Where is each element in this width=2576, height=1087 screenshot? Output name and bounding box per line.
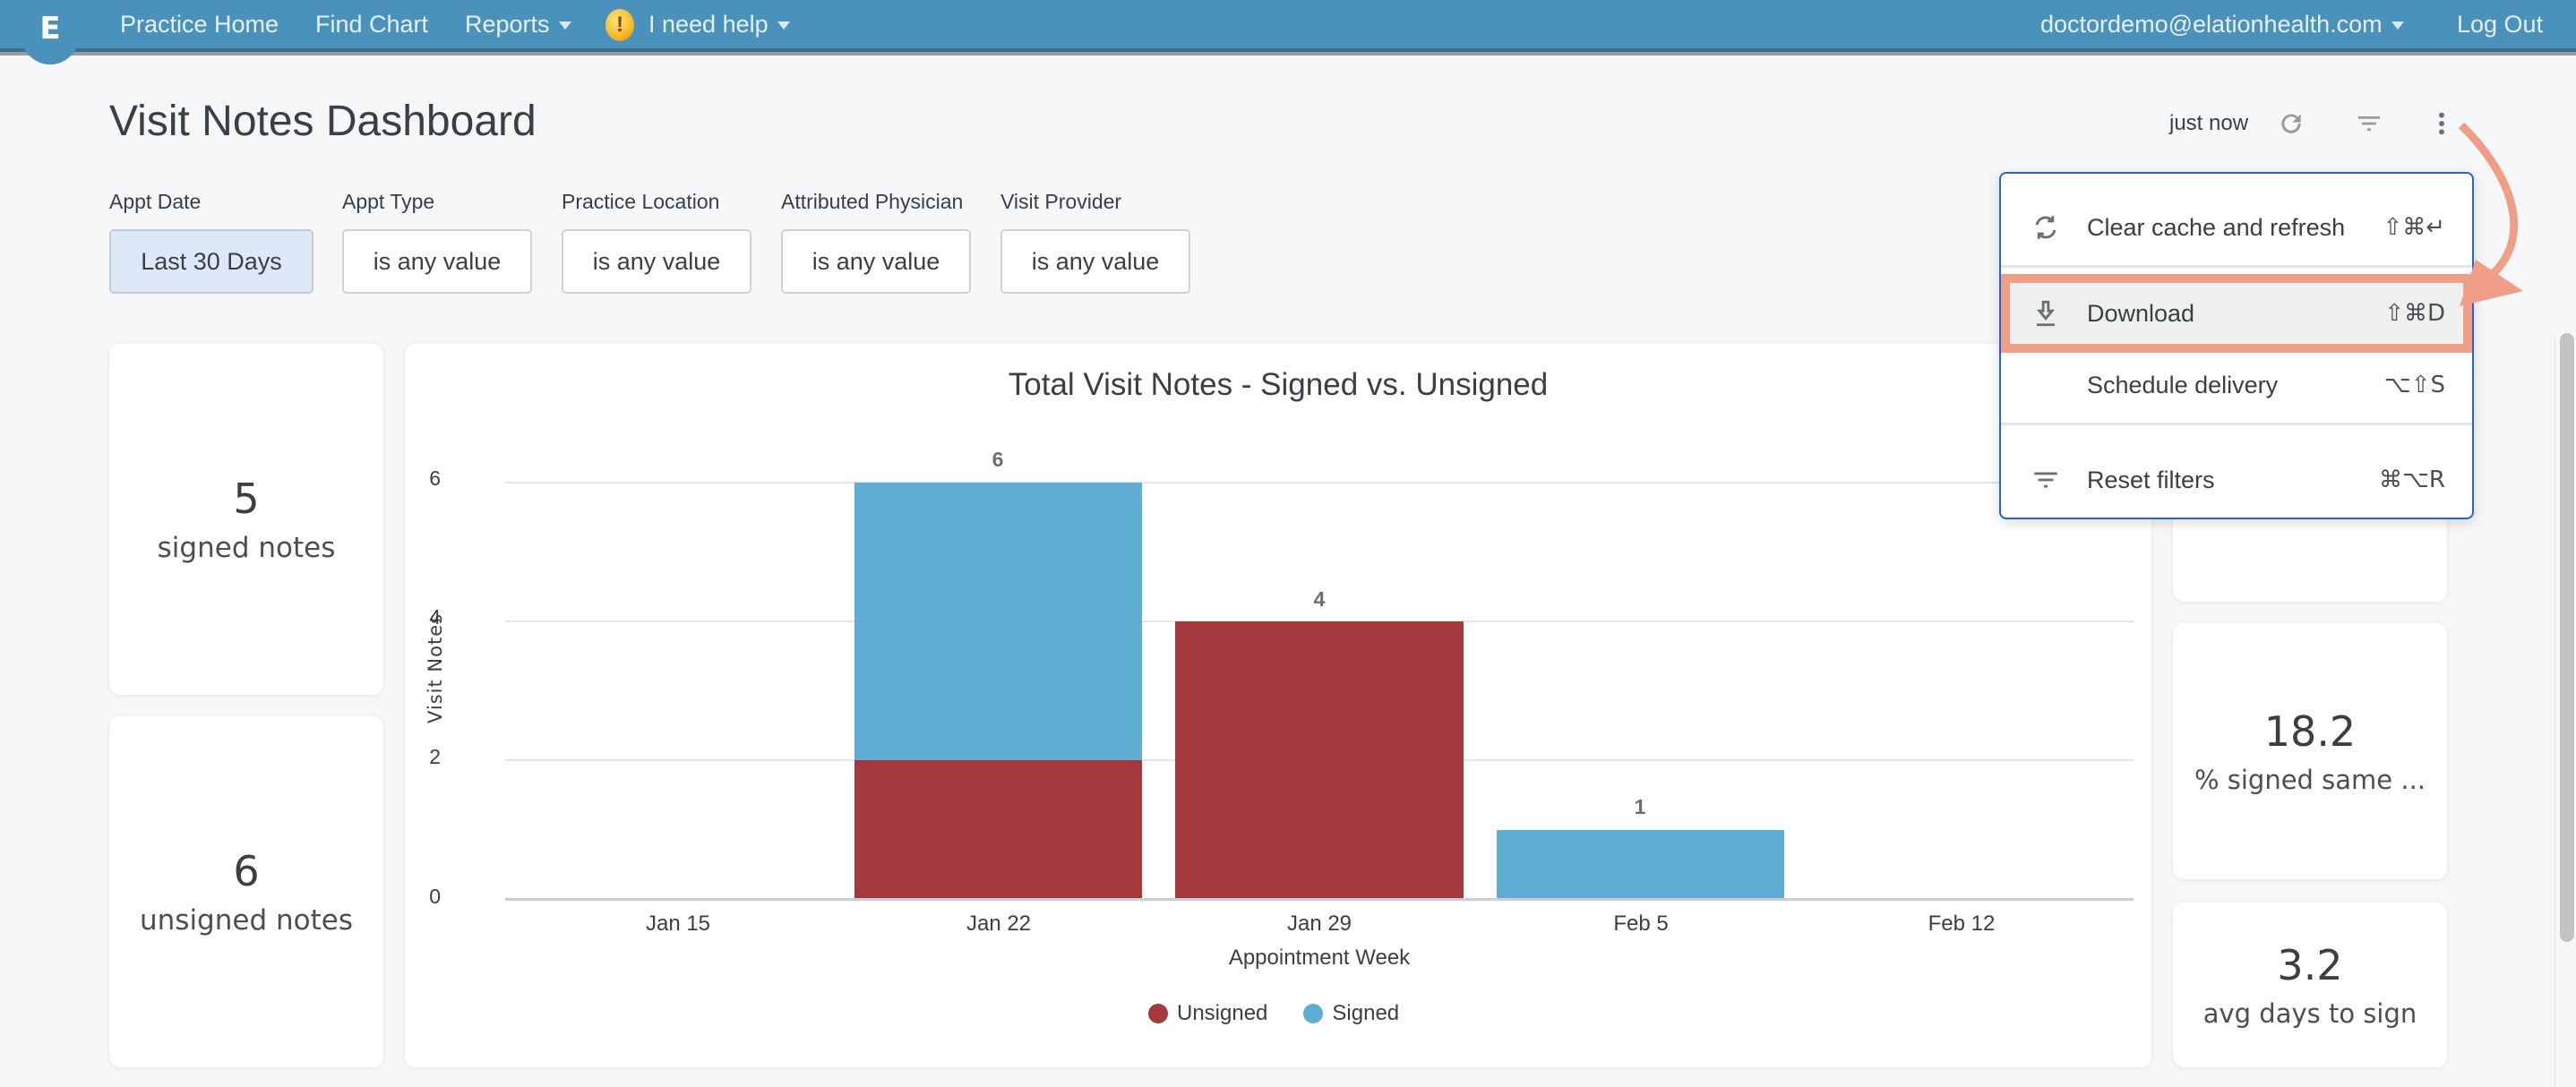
- scrollbar-thumb[interactable]: [2560, 333, 2574, 942]
- legend-label: Signed: [1332, 1001, 1400, 1025]
- annotation-arrow-icon: [2458, 122, 2523, 306]
- x-tick-label: Feb 12: [1928, 912, 1996, 936]
- kpi-label: % signed same ...: [2194, 765, 2426, 795]
- kpi-value: 5: [233, 475, 260, 523]
- nav-help-dropdown[interactable]: I need help: [648, 11, 790, 39]
- visit-provider-filter-button[interactable]: is any value: [1000, 229, 1190, 294]
- y-tick-label: 4: [429, 605, 441, 629]
- bar-total-label: 4: [1313, 587, 1326, 611]
- kpi-card-pct-signed-same-day: 18.2 % signed same ...: [2173, 623, 2447, 879]
- nav-divider: [0, 52, 2576, 56]
- menu-item-label: Reset filters: [2087, 466, 2215, 493]
- menu-divider: [2001, 265, 2472, 268]
- filter-label: Appt Type: [342, 190, 435, 213]
- user-menu-dropdown[interactable]: doctordemo@elationhealth.com: [2040, 11, 2404, 39]
- filter-practice-location: Practice Location is any value: [562, 190, 751, 294]
- refresh-icon[interactable]: [2275, 107, 2307, 140]
- nav-practice-home[interactable]: Practice Home: [120, 11, 279, 38]
- filter-icon[interactable]: [2353, 107, 2385, 140]
- alert-icon: !: [605, 9, 634, 41]
- x-tick-label: Jan 22: [966, 912, 1032, 936]
- filter-appt-type: Appt Type is any value: [342, 190, 532, 294]
- x-tick-label: Feb 5: [1613, 912, 1669, 936]
- chevron-down-icon: [2391, 21, 2404, 30]
- filter-label: Practice Location: [562, 190, 720, 213]
- top-nav-bar: [0, 0, 2576, 52]
- y-axis-title: Visit Notes: [425, 612, 446, 723]
- kpi-card-signed-notes: 5 signed notes: [109, 344, 383, 695]
- practice-location-filter-button[interactable]: is any value: [562, 229, 751, 294]
- menu-item-shortcut: ⇧⌘D: [2384, 300, 2445, 327]
- x-axis-baseline: [505, 898, 2134, 901]
- kpi-value: 3.2: [2277, 941, 2343, 989]
- kpi-card-avg-days-to-sign: 3.2 avg days to sign: [2173, 903, 2447, 1067]
- x-tick-label: Jan 15: [645, 912, 711, 936]
- legend-swatch-signed: [1303, 1004, 1324, 1023]
- kpi-label: signed notes: [157, 532, 336, 564]
- bar-total-label: 6: [992, 448, 1004, 471]
- page-title: Visit Notes Dashboard: [109, 98, 537, 145]
- appt-date-filter-button[interactable]: Last 30 Days: [109, 229, 313, 294]
- elation-logo[interactable]: E: [21, 0, 79, 64]
- chevron-down-icon: [558, 21, 571, 30]
- x-tick-label: Jan 29: [1286, 912, 1352, 936]
- kpi-value: 6: [233, 847, 260, 895]
- last-refreshed-text: just now: [2169, 111, 2249, 135]
- menu-item-shortcut: ⌘⌥R: [2378, 466, 2445, 493]
- menu-item-label: Download: [2087, 299, 2195, 327]
- user-email: doctordemo@elationhealth.com: [2040, 11, 2383, 38]
- filter-label: Attributed Physician: [781, 190, 964, 213]
- legend-item-unsigned[interactable]: Unsigned: [1148, 1001, 1267, 1026]
- bar-unsigned-jan29[interactable]: [1175, 621, 1464, 899]
- logo-letter: E: [39, 11, 61, 47]
- chart-legend: Unsigned Signed: [1148, 1001, 1422, 1026]
- menu-divider: [2001, 423, 2472, 425]
- menu-item-shortcut: ⇧⌘↵: [2383, 214, 2445, 241]
- kpi-value: 18.2: [2263, 707, 2357, 756]
- nav-reports-dropdown[interactable]: Reports: [465, 11, 571, 39]
- nav-find-chart[interactable]: Find Chart: [315, 11, 429, 38]
- bar-total-label: 1: [1634, 795, 1646, 818]
- menu-item-download[interactable]: Download ⇧⌘D: [2001, 274, 2472, 353]
- gridline: [505, 482, 2134, 484]
- kpi-label: unsigned notes: [140, 904, 353, 937]
- filter-appt-date: Appt Date Last 30 Days: [109, 190, 313, 294]
- logout-link[interactable]: Log Out: [2457, 11, 2544, 38]
- filter-label: Visit Provider: [1000, 190, 1122, 213]
- menu-item-clear-cache[interactable]: Clear cache and refresh ⇧⌘↵: [2001, 195, 2472, 260]
- menu-item-reset-filters[interactable]: Reset filters ⌘⌥R: [2001, 448, 2472, 512]
- refresh-cycle-icon: [2028, 210, 2064, 245]
- y-tick-label: 6: [429, 466, 441, 490]
- legend-item-signed[interactable]: Signed: [1303, 1001, 1399, 1026]
- bar-signed-jan22[interactable]: [854, 483, 1142, 760]
- download-icon: [2028, 295, 2064, 331]
- more-vertical-icon[interactable]: [2426, 107, 2458, 140]
- x-axis-title: Appointment Week: [1228, 946, 1411, 970]
- chart-card: Total Visit Notes - Signed vs. Unsigned …: [405, 344, 2151, 1067]
- y-tick-label: 0: [429, 885, 441, 908]
- filter-attributed-physician: Attributed Physician is any value: [781, 190, 971, 294]
- menu-item-schedule-delivery[interactable]: Schedule delivery ⌥⇧S: [2001, 353, 2472, 417]
- kpi-label: avg days to sign: [2202, 998, 2417, 1029]
- attributed-physician-filter-button[interactable]: is any value: [781, 229, 971, 294]
- legend-swatch-unsigned: [1148, 1004, 1168, 1023]
- menu-item-label: Clear cache and refresh: [2087, 213, 2346, 241]
- filter-visit-provider: Visit Provider is any value: [1000, 190, 1190, 294]
- dashboard-actions-menu: Clear cache and refresh ⇧⌘↵ Download ⇧⌘D…: [1999, 172, 2474, 519]
- chart-title: Total Visit Notes - Signed vs. Unsigned: [1008, 367, 1549, 402]
- filter-icon: [2028, 462, 2064, 498]
- legend-label: Unsigned: [1177, 1001, 1268, 1025]
- menu-item-shortcut: ⌥⇧S: [2383, 372, 2445, 398]
- appt-type-filter-button[interactable]: is any value: [342, 229, 532, 294]
- bar-unsigned-jan22[interactable]: [854, 760, 1142, 899]
- menu-item-label: Schedule delivery: [2087, 371, 2279, 398]
- y-tick-label: 2: [429, 745, 441, 768]
- filter-label: Appt Date: [109, 190, 202, 213]
- nav-reports-label: Reports: [465, 11, 550, 38]
- nav-help-label: I need help: [648, 11, 769, 38]
- kpi-card-unsigned-notes: 6 unsigned notes: [109, 716, 383, 1067]
- chevron-down-icon: [777, 21, 790, 30]
- bar-signed-feb5[interactable]: [1497, 830, 1784, 899]
